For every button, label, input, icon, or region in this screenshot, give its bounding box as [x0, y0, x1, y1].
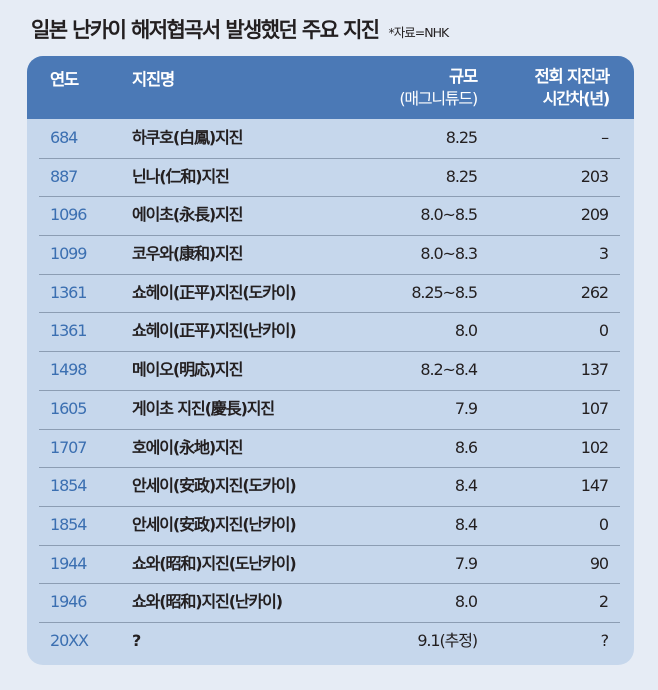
year-cell: 20XX: [50, 630, 89, 650]
table-row: 1498 메이오(明応)지진 8.2~8.4 137: [27, 351, 634, 390]
title-row: 일본 난카이 해저협곡서 발생했던 주요 지진 *자료=NHK: [31, 14, 450, 44]
table-row: 1361 쇼헤이(正平)지진(도카이) 8.25~8.5 262: [27, 273, 634, 313]
year-cell: 887: [50, 166, 78, 186]
table-row: 1854 안세이(安政)지진(난카이) 8.4 0: [27, 505, 634, 545]
gap-cell: 102: [580, 437, 609, 457]
gap-cell: –: [601, 128, 609, 147]
table-row: 20XX? 9.1(추정)?: [27, 621, 634, 661]
header-magnitude-label: 규모: [449, 67, 478, 86]
gap-cell: 209: [580, 205, 609, 225]
name-cell: 코우와(康和)지진: [132, 244, 243, 264]
gap-cell: 262: [580, 282, 609, 302]
name-cell: 에이초(永長)지진: [132, 205, 243, 225]
name-cell: 하쿠호(白鳳)지진: [132, 128, 243, 147]
year-cell: 1096: [50, 205, 87, 225]
name-cell: ?: [132, 630, 141, 650]
magnitude-cell: 8.25: [445, 166, 478, 186]
table-row: 1361 쇼헤이(正平)지진(난카이) 8.0 0: [27, 312, 634, 351]
year-cell: 1099: [50, 244, 87, 264]
header-gap-label: 전회 지진과: [534, 67, 611, 86]
gap-cell: ?: [600, 630, 610, 650]
table-row: 1944 쇼와(昭和)지진(도난카이) 7.9 90: [27, 544, 634, 584]
source-note: *자료=NHK: [388, 25, 450, 40]
name-cell: 쇼헤이(正平)지진(도카이): [132, 282, 297, 302]
magnitude-cell: 8.0: [454, 321, 478, 341]
year-cell: 1707: [50, 437, 87, 457]
name-cell: 호에이(永地)지진: [132, 437, 243, 457]
header-magnitude-sub: (매그니튜드): [399, 89, 478, 108]
name-cell: 쇼와(昭和)지진(난카이): [132, 592, 283, 612]
magnitude-cell: 9.1(추정): [417, 630, 478, 650]
year-cell: 1605: [50, 398, 87, 418]
table-row: 1854 안세이(安政)지진(도카이) 8.4 147: [27, 467, 634, 506]
magnitude-cell: 8.4: [454, 514, 478, 534]
magnitude-cell: 8.6: [454, 437, 478, 457]
magnitude-cell: 8.0~8.5: [420, 205, 478, 225]
name-cell: 쇼헤이(正平)지진(난카이): [132, 321, 297, 341]
header-magnitude: 규모 (매그니튜드): [399, 66, 478, 110]
table-row: 1096 에이초(永長)지진 8.0~8.5 209: [27, 196, 634, 235]
gap-cell: 90: [589, 553, 609, 573]
gap-cell: 2: [598, 592, 609, 612]
year-cell: 1946: [50, 592, 87, 612]
table-row: 1946 쇼와(昭和)지진(난카이) 8.0 2: [27, 583, 634, 622]
table-header: 연도 지진명 규모 (매그니튜드) 전회 지진과 시간차(년): [27, 56, 634, 119]
gap-cell: 203: [580, 166, 609, 186]
year-cell: 1361: [50, 282, 87, 302]
header-gap: 전회 지진과 시간차(년): [534, 66, 611, 110]
gap-cell: 107: [580, 398, 609, 418]
year-cell: 1854: [50, 514, 87, 534]
header-gap-sub: 시간차(년): [542, 89, 611, 108]
table-row: 1099 코우와(康和)지진 8.0~8.3 3: [27, 235, 634, 274]
name-cell: 게이초 지진(慶長)지진: [132, 398, 275, 418]
year-cell: 1498: [50, 360, 87, 380]
year-cell: 1854: [50, 476, 87, 496]
name-cell: 쇼와(昭和)지진(도난카이): [132, 553, 297, 573]
magnitude-cell: 8.2~8.4: [420, 360, 478, 380]
year-cell: 1944: [50, 553, 87, 573]
gap-cell: 0: [598, 321, 609, 341]
name-cell: 안세이(安政)지진(난카이): [132, 514, 297, 534]
table-body: 684 하쿠호(白鳳)지진 8.25–887 닌나(仁和)지진 8.25 203 1096 에…: [27, 119, 634, 661]
table-row: 887 닌나(仁和)지진 8.25 203: [27, 157, 634, 197]
table-row: 684 하쿠호(白鳳)지진 8.25 –: [27, 119, 634, 158]
gap-cell: 147: [580, 476, 609, 496]
magnitude-cell: 8.0: [454, 592, 478, 612]
magnitude-cell: 8.4: [454, 476, 478, 496]
magnitude-cell: 7.9: [454, 398, 478, 418]
table-row: 1605 게이초 지진(慶長)지진 7.9 107: [27, 389, 634, 429]
name-cell: 메이오(明応)지진: [132, 360, 243, 380]
magnitude-cell: 8.25: [445, 128, 478, 147]
gap-cell: 137: [580, 360, 609, 380]
year-cell: 1361: [50, 321, 87, 341]
name-cell: 닌나(仁和)지진: [132, 166, 230, 186]
year-cell: 684: [50, 128, 78, 147]
header-name: 지진명: [132, 70, 175, 89]
magnitude-cell: 7.9: [454, 553, 478, 573]
gap-cell: 3: [598, 244, 609, 264]
magnitude-cell: 8.0~8.3: [420, 244, 478, 264]
table-row: 1707 호에이(永地)지진 8.6 102: [27, 428, 634, 468]
name-cell: 안세이(安政)지진(도카이): [132, 476, 297, 496]
earthquake-table: 연도 지진명 규모 (매그니튜드) 전회 지진과 시간차(년) 684 하쿠호(白…: [27, 56, 634, 665]
magnitude-cell: 8.25~8.5: [411, 282, 478, 302]
header-year: 연도: [50, 70, 79, 89]
page-title: 일본 난카이 해저협곡서 발생했던 주요 지진: [31, 18, 380, 42]
gap-cell: 0: [598, 514, 609, 534]
